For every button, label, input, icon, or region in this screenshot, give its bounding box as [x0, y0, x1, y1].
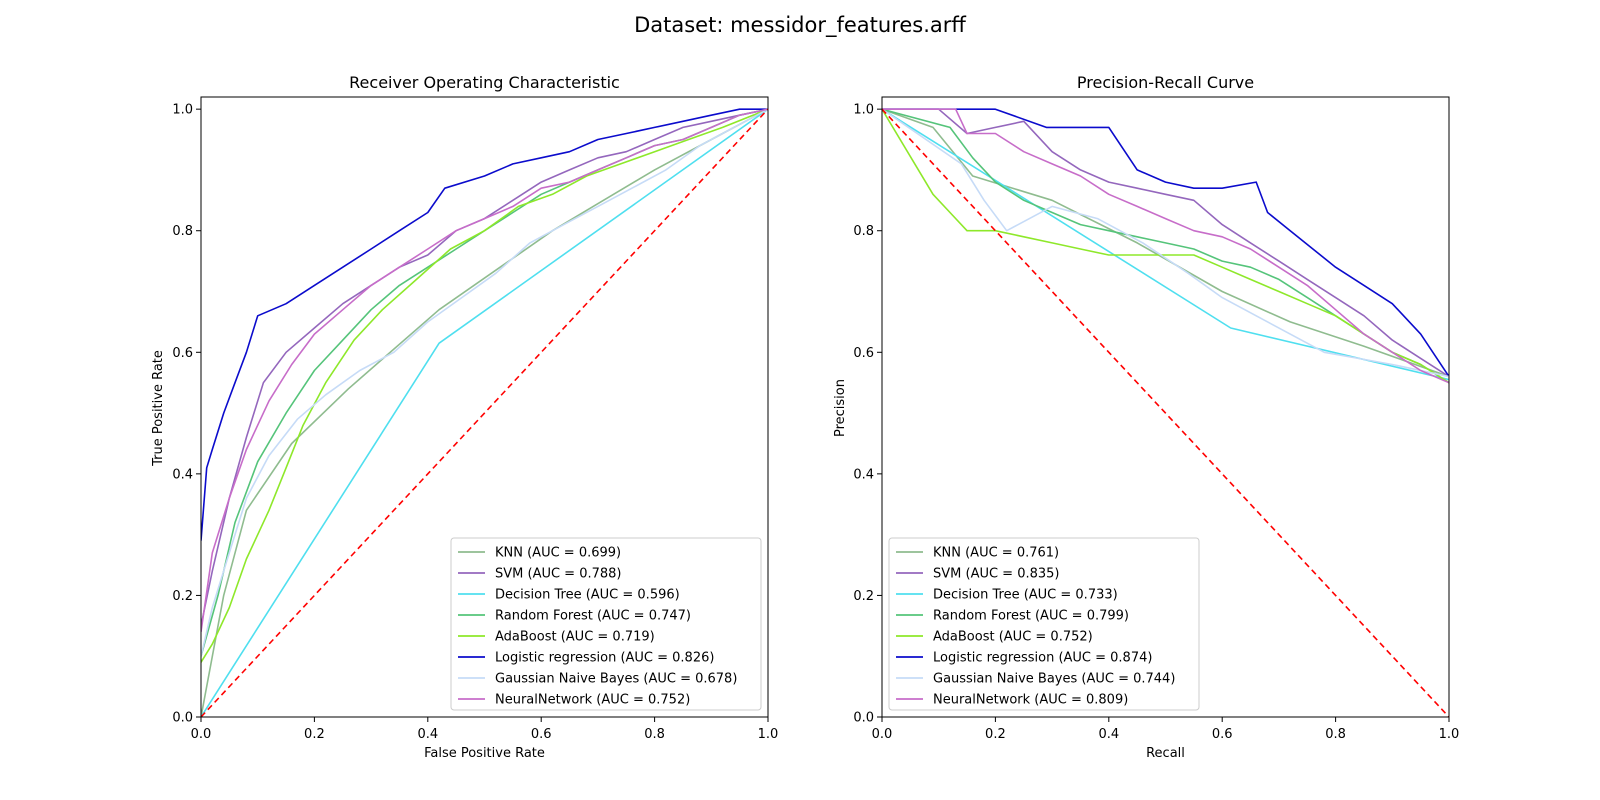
pr-series-line-0 [882, 108, 1449, 378]
pr-x-tick-label: 0.0 [872, 727, 893, 742]
pr-baseline [882, 108, 1449, 717]
roc-baseline [201, 108, 768, 717]
roc-y-tick-label: 0.4 [172, 467, 193, 482]
pr-y-axis-label: Precision [833, 379, 848, 437]
pr-series-line-6 [882, 108, 1449, 378]
roc-legend: KNN (AUC = 0.699) SVM (AUC = 0.788) Decisi… [450, 537, 762, 711]
pr-x-axis-label: Recall [1146, 746, 1185, 761]
pr-legend: KNN (AUC = 0.761) SVM (AUC = 0.835) Decisi… [888, 537, 1200, 711]
pr-series-line-7 [882, 108, 1449, 384]
pr-y-tick-label: 0.4 [853, 467, 874, 482]
pr-legend-label: Random Forest (AUC = 0.799) [933, 609, 1129, 624]
roc-legend-label: Gaussian Naive Bayes (AUC = 0.678) [495, 672, 737, 687]
roc-x-tick-label: 0.0 [191, 727, 212, 742]
pr-y-tick-label: 1.0 [853, 103, 874, 118]
pr-legend-label: AdaBoost (AUC = 0.752) [933, 630, 1093, 645]
pr-plot-area: 0.0 0.2 0.4 0.6 0.8 1.0 0.0 0.2 0.4 0.6 0.8 1.0 KNN … [853, 96, 1460, 742]
roc-legend-label: AdaBoost (AUC = 0.719) [495, 630, 655, 645]
pr-lines [882, 108, 1449, 717]
roc-x-tick-label: 0.6 [531, 727, 552, 742]
roc-x-axis-label: False Positive Rate [424, 746, 545, 761]
roc-plot-area: 0.0 0.2 0.4 0.6 0.8 1.0 0.0 0.2 0.4 0.6 0.8 1.0 KNN … [172, 96, 779, 742]
roc-x-tick-label: 1.0 [758, 727, 779, 742]
pr-legend-label: SVM (AUC = 0.835) [933, 567, 1060, 582]
roc-legend-label: KNN (AUC = 0.699) [495, 546, 621, 561]
pr-title: Precision-Recall Curve [1077, 73, 1254, 92]
pr-legend-label: NeuralNetwork (AUC = 0.809) [933, 693, 1128, 708]
roc-y-tick-label: 0.8 [172, 224, 193, 239]
roc-legend-box [450, 537, 762, 711]
roc-y-tick-label: 1.0 [172, 103, 193, 118]
roc-series-line-4 [201, 108, 768, 663]
roc-legend-label: Logistic regression (AUC = 0.826) [495, 651, 714, 666]
roc-y-tick-label: 0.2 [172, 589, 193, 604]
pr-legend-label: Logistic regression (AUC = 0.874) [933, 651, 1152, 666]
pr-y-tick-label: 0.6 [853, 346, 874, 361]
roc-series-line-5 [201, 108, 768, 541]
roc-spines [200, 96, 769, 718]
roc-y-tick-label: 0.0 [172, 711, 193, 726]
pr-legend-label: Decision Tree (AUC = 0.733) [933, 588, 1118, 603]
roc-legend-label: Random Forest (AUC = 0.747) [495, 609, 691, 624]
roc-legend-label: Decision Tree (AUC = 0.596) [495, 588, 680, 603]
roc-x-tick-label: 0.2 [304, 727, 325, 742]
roc-lines [201, 108, 768, 717]
roc-series-line-7 [201, 108, 768, 633]
roc-x-tick-label: 0.4 [417, 727, 438, 742]
roc-legend-label: NeuralNetwork (AUC = 0.752) [495, 693, 690, 708]
roc-series-line-6 [201, 108, 768, 657]
pr-y-tick-label: 0.8 [853, 224, 874, 239]
roc-title: Receiver Operating Characteristic [349, 73, 620, 92]
pr-axes: Precision-Recall Curve 0.0 0.2 0.4 0.6 0.8 1.… [833, 73, 1459, 761]
roc-axes: Receiver Operating Characteristic 0.0 0.2… [151, 73, 778, 761]
pr-series-line-5 [882, 108, 1449, 378]
pr-legend-box [888, 537, 1200, 711]
pr-y-tick-label: 0.2 [853, 589, 874, 604]
roc-y-tick-label: 0.6 [172, 346, 193, 361]
roc-series-line-0 [201, 108, 768, 717]
pr-x-tick-label: 0.4 [1098, 727, 1119, 742]
roc-y-axis-label: True Positive Rate [151, 350, 166, 467]
roc-legend-label: SVM (AUC = 0.788) [495, 567, 622, 582]
pr-series-line-1 [882, 108, 1449, 378]
pr-spines [881, 96, 1450, 718]
pr-y-tick-label: 0.0 [853, 711, 874, 726]
pr-legend-label: Gaussian Naive Bayes (AUC = 0.744) [933, 672, 1175, 687]
roc-x-tick-label: 0.8 [644, 727, 665, 742]
roc-series-line-2 [201, 108, 768, 717]
pr-x-tick-label: 0.6 [1212, 727, 1233, 742]
figure-title: Dataset: messidor_features.arff [634, 13, 966, 38]
pr-series-line-4 [882, 108, 1449, 384]
pr-x-tick-label: 0.2 [985, 727, 1006, 742]
pr-x-tick-label: 0.8 [1325, 727, 1346, 742]
pr-x-tick-label: 1.0 [1439, 727, 1460, 742]
pr-legend-label: KNN (AUC = 0.761) [933, 546, 1059, 561]
